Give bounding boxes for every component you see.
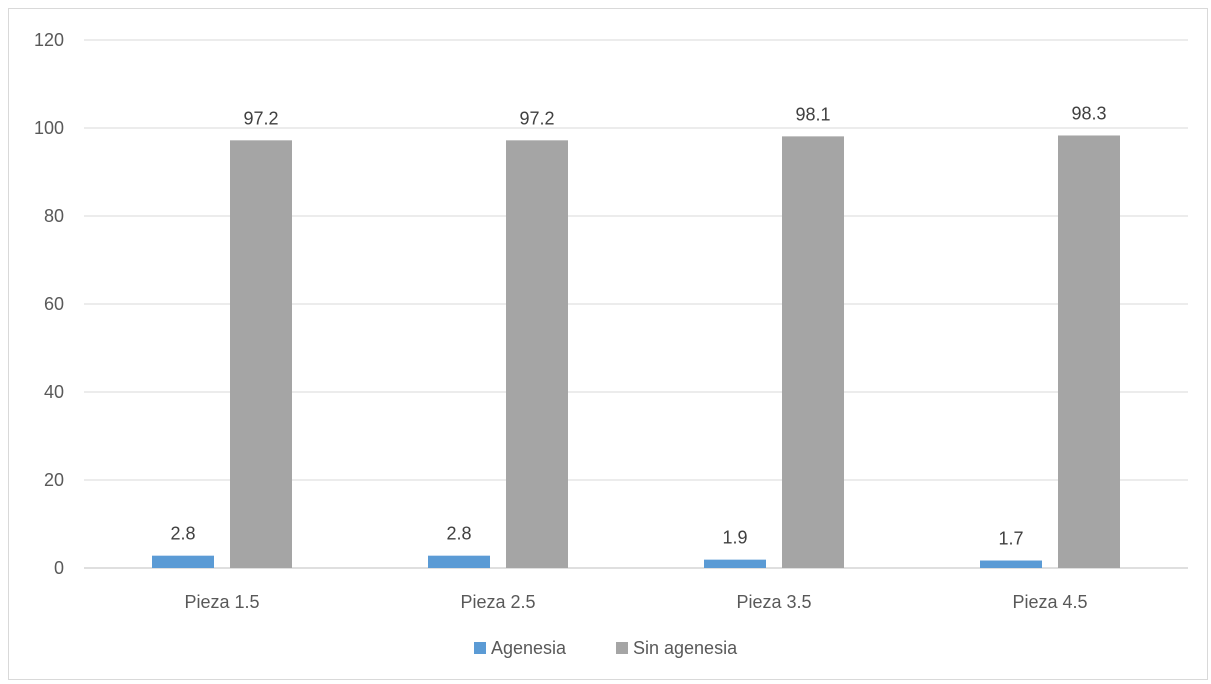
legend-label-sin-agenesia: Sin agenesia (633, 638, 738, 658)
data-label: 1.9 (722, 528, 747, 548)
legend-label-agenesia: Agenesia (491, 638, 567, 658)
data-label: 97.2 (243, 108, 278, 128)
x-tick-label: Pieza 3.5 (736, 592, 811, 612)
x-tick-label: Pieza 4.5 (1012, 592, 1087, 612)
x-tick-label: Pieza 1.5 (184, 592, 259, 612)
x-axis-ticks: Pieza 1.5 Pieza 2.5 Pieza 3.5 Pieza 4.5 (184, 592, 1087, 612)
y-tick-label: 80 (44, 206, 64, 226)
y-tick-label: 20 (44, 470, 64, 490)
data-label: 98.1 (795, 104, 830, 124)
data-label: 98.3 (1071, 103, 1106, 123)
data-label: 1.7 (998, 529, 1023, 549)
bar-agenesia (704, 559, 766, 568)
legend-swatch-agenesia (474, 642, 486, 654)
bar-sin-agenesia (230, 140, 292, 568)
y-tick-label: 0 (54, 558, 64, 578)
data-label: 97.2 (519, 108, 554, 128)
legend: Agenesia Sin agenesia (474, 638, 738, 658)
data-labels: 2.8 97.2 2.8 97.2 1.9 98.1 1.7 98.3 (170, 103, 1106, 548)
bar-agenesia (980, 560, 1042, 568)
bar-sin-agenesia (782, 136, 844, 569)
legend-swatch-sin-agenesia (616, 642, 628, 654)
y-tick-label: 40 (44, 382, 64, 402)
bar-agenesia (152, 555, 214, 568)
bars (152, 135, 1120, 569)
y-tick-label: 60 (44, 294, 64, 314)
bar-sin-agenesia (506, 140, 568, 568)
data-label: 2.8 (446, 524, 471, 544)
y-axis-ticks: 0 20 40 60 80 100 120 (34, 30, 64, 578)
data-label: 2.8 (170, 524, 195, 544)
y-tick-label: 100 (34, 118, 64, 138)
bar-sin-agenesia (1058, 135, 1120, 569)
bar-agenesia (428, 555, 490, 568)
x-tick-label: Pieza 2.5 (460, 592, 535, 612)
y-tick-label: 120 (34, 30, 64, 50)
